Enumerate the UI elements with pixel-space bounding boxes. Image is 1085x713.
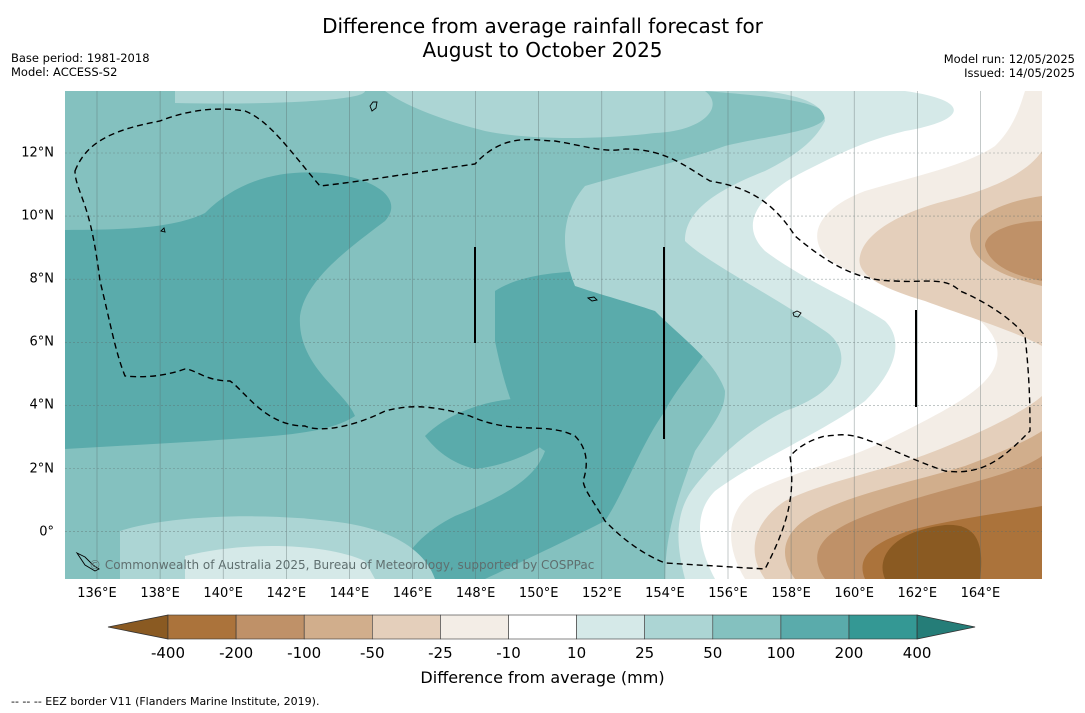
colorbar-segment [644,614,714,640]
colorbar-segment [371,614,441,640]
colorbar-tick-label: -400 [150,644,186,662]
contour-band-25-50-north [175,91,365,104]
colorbar-tick-label: 200 [834,644,864,662]
lat-label: 6°N [29,334,55,350]
map-svg [65,91,1042,579]
island-outline [75,551,100,572]
lon-label: 144°E [329,586,370,601]
colorbar-segment [167,614,237,640]
lon-label: 156°E [708,586,748,601]
lat-label: 8°N [29,271,55,287]
island-outline [369,101,378,112]
lon-label: 154°E [645,586,685,601]
colorbar-tick-label: 10 [567,644,587,662]
colorbar-tick-label: -25 [428,644,453,662]
eez-footnote: -- -- -- EEZ border V11 (Flanders Marine… [11,695,320,708]
colorbar-extend-low [107,614,169,640]
lat-label: 4°N [29,397,55,413]
copyright-notice: © Commonwealth of Australia 2025, Bureau… [89,558,595,572]
model-run-info: Model run: 12/05/2025 Issued: 14/05/2025 [944,52,1075,80]
contour-band-minus200-minus100 [817,221,1042,579]
lon-label: 152°E [582,586,622,601]
colorbar-tick-label: -200 [219,644,254,662]
colorbar-tick-label: -100 [287,644,322,662]
lon-label: 150°E [518,586,559,601]
lat-label: 12°N [21,145,54,161]
contour-band-10-25-bottom [185,545,375,579]
colorbar-segment [303,614,373,640]
colorbar-segment [712,614,782,640]
colorbar-tick-label: 400 [902,644,932,662]
base-period-label: Base period: 1981-2018 [11,51,150,65]
colorbar-extend-high [916,614,976,640]
colorbar-tick-label: 25 [635,644,655,662]
rainfall-map[interactable] [65,91,1042,579]
lon-label: 162°E [897,586,938,601]
contour-band-25-50-top [385,91,713,138]
island-outline [160,227,166,233]
lon-label: 146°E [392,586,433,601]
lat-label: 2°N [29,461,55,476]
lat-label: 0° [39,524,54,540]
lon-label: 160°E [834,586,874,601]
eez-border [74,108,1031,570]
colorbar-segment [440,614,509,640]
colorbar-tick-label: 100 [766,644,796,662]
island-outline [586,296,598,302]
lon-label: 148°E [455,586,496,601]
colorbar: -400 -200 -100 -50 -25 -10 10 25 50 100 200 400 [105,612,980,664]
colorbar-segment [576,614,646,640]
lon-label: 140°E [203,586,243,601]
chart-title: Difference from average rainfall forecas… [0,14,1085,62]
lon-label: 136°E [77,586,117,601]
model-label: Model: ACCESS-S2 [11,65,118,79]
colorbar-segment [508,614,577,640]
colorbar-segment [780,614,850,640]
title-line-2: August to October 2025 [422,38,663,62]
colorbar-svg [107,614,976,640]
base-period-info: Base period: 1981-2018 Model: ACCESS-S2 [11,51,150,79]
longitude-labels: 136°E 138°E 140°E 142°E 144°E 146°E 148°E 150°E… [0,586,1085,606]
island-outline [792,310,802,318]
contour-band-below-minus400 [882,524,982,579]
contour-band-100-200-central [395,271,721,579]
graticule [65,91,1042,579]
colorbar-tick-label: 50 [703,644,723,662]
lon-label: 142°E [266,586,307,601]
colorbar-tick-label: -50 [360,644,385,662]
colorbar-tick-label: -10 [496,644,521,662]
colorbar-segment [848,614,918,640]
lon-label: 158°E [771,586,811,601]
lon-label: 138°E [140,586,180,601]
contour-band-100-200-west [65,172,392,449]
lat-label: 10°N [21,208,54,224]
issued-label: Issued: 14/05/2025 [964,66,1075,80]
model-run-label: Model run: 12/05/2025 [943,52,1075,66]
lon-label: 164°E [960,586,1001,601]
colorbar-title: Difference from average (mm) [420,668,665,687]
contour-band-minus100-minus50 [785,186,1042,579]
colorbar-segment [235,614,305,640]
title-line-1: Difference from average rainfall forecas… [322,14,763,38]
